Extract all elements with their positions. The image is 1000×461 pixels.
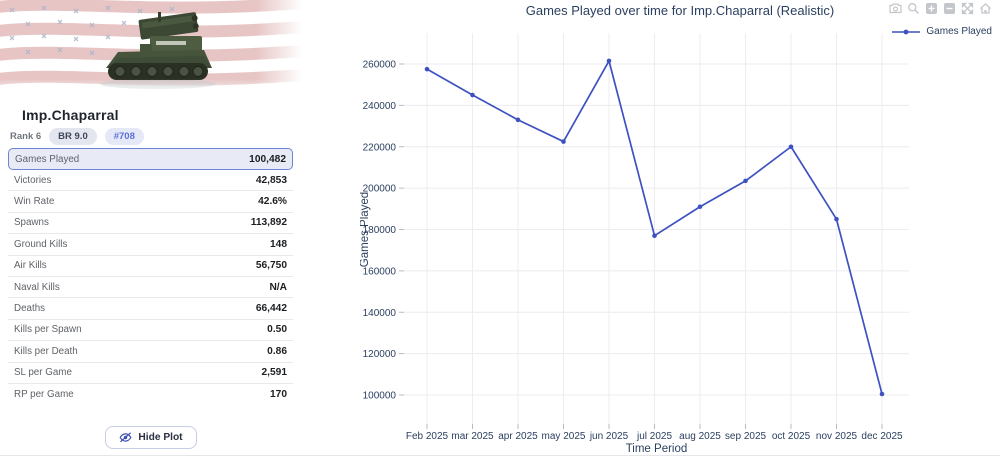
chart-title: Games Played over time for Imp.Chaparral… [525,3,835,18]
stat-label: Naval Kills [14,281,60,293]
stats-table: Games Played 100,482 Victories 42,853 Wi… [8,148,293,405]
stat-value: 148 [270,238,287,250]
svg-text:120000: 120000 [363,349,397,360]
zoom-out-icon[interactable] [943,2,956,15]
stat-value: 2,591 [261,367,288,379]
legend-games-played[interactable]: Games Played [891,26,992,37]
svg-text:mar 2025: mar 2025 [451,431,494,442]
svg-text:Feb 2025: Feb 2025 [406,431,449,442]
stat-label: Spawns [14,217,49,229]
reset-home-icon[interactable] [979,2,992,15]
stat-label: Games Played [15,153,80,165]
vehicle-title: Imp.Chaparral [22,107,119,123]
hide-plot-wrap: Hide Plot [0,426,302,449]
stat-value: 100,482 [249,153,286,165]
br-badge: BR 9.0 [49,128,97,145]
stat-label: Deaths [14,303,46,315]
stat-value: 42.6% [258,196,287,208]
svg-text:140000: 140000 [363,308,397,319]
svg-text:oct 2025: oct 2025 [772,431,811,442]
svg-text:240000: 240000 [363,101,397,112]
stat-row-games-played[interactable]: Games Played 100,482 [8,148,293,170]
vehicle-banner [0,0,302,95]
vehicle-image [100,12,216,89]
stat-row-kills-per-death[interactable]: Kills per Death 0.86 [8,341,293,363]
svg-text:nov 2025: nov 2025 [816,431,858,442]
camera-icon[interactable] [889,2,902,15]
badge-row: Rank 6 BR 9.0 #708 [10,128,144,145]
svg-text:apr 2025: apr 2025 [498,431,538,442]
stat-row-victories[interactable]: Victories 42,853 [8,170,293,192]
svg-text:200000: 200000 [363,184,397,195]
stat-value: 0.86 [267,345,287,357]
flag-stars [9,5,175,56]
svg-text:180000: 180000 [363,225,397,236]
rank-label: Rank 6 [10,131,42,142]
svg-text:jul 2025: jul 2025 [636,431,672,442]
svg-text:Time Period: Time Period [626,443,688,455]
svg-text:dec 2025: dec 2025 [861,431,903,442]
line-chart[interactable]: Feb 2025 mar 2025 apr 2025 may 2025 jun 2025… [360,18,1000,460]
stat-row-win-rate[interactable]: Win Rate 42.6% [8,191,293,213]
vehicle-card: Imp.Chaparral Rank 6 BR 9.0 #708 Games P… [0,0,305,455]
stat-row-air-kills[interactable]: Air Kills 56,750 [8,256,293,277]
svg-text:jun 2025: jun 2025 [589,431,629,442]
stat-value: 113,892 [250,217,287,229]
zoom-in-icon[interactable] [925,2,938,15]
stat-label: Victories [14,174,52,186]
stat-row-ground-kills[interactable]: Ground Kills 148 [8,234,293,256]
svg-text:220000: 220000 [363,142,397,153]
page-divider [0,455,1000,456]
stat-label: Win Rate [14,196,55,208]
stat-label: Air Kills [14,260,47,272]
stat-label: RP per Game [14,389,74,401]
svg-text:260000: 260000 [363,60,397,71]
stat-label: Kills per Spawn [14,324,82,336]
svg-text:100000: 100000 [363,391,397,402]
stat-row-rp-per-game[interactable]: RP per Game 170 [8,384,293,405]
stat-row-sl-per-game[interactable]: SL per Game 2,591 [8,363,293,384]
svg-text:Games Played: Games Played [360,192,371,267]
stat-value: 170 [270,389,287,401]
autoscale-icon[interactable] [961,2,974,15]
stat-row-kills-per-spawn[interactable]: Kills per Spawn 0.50 [8,320,293,342]
svg-text:aug 2025: aug 2025 [679,431,721,442]
position-badge: #708 [104,128,144,145]
stat-value: 0.50 [267,324,287,336]
banner-fade [0,79,302,95]
svg-text:sep 2025: sep 2025 [725,431,767,442]
stat-value: 42,853 [255,174,287,186]
stat-label: Kills per Death [14,345,78,357]
plot-modebar [889,2,992,15]
stat-label: SL per Game [14,367,72,379]
stat-row-naval-kills[interactable]: Naval Kills N/A [8,277,293,299]
stat-row-deaths[interactable]: Deaths 66,442 [8,298,293,320]
stat-value: 56,750 [255,260,287,272]
hide-plot-label: Hide Plot [138,432,183,443]
stat-label: Ground Kills [14,238,68,250]
stat-value: N/A [269,281,287,293]
eye-slash-icon [119,432,132,443]
svg-text:160000: 160000 [363,266,397,277]
legend-line-marker-icon [892,29,921,34]
stat-value: 66,442 [255,303,287,315]
svg-text:may 2025: may 2025 [542,431,586,442]
legend-label: Games Played [926,26,992,37]
zoom-icon[interactable] [907,2,920,15]
stat-row-spawns[interactable]: Spawns 113,892 [8,213,293,235]
hide-plot-button[interactable]: Hide Plot [105,426,197,449]
